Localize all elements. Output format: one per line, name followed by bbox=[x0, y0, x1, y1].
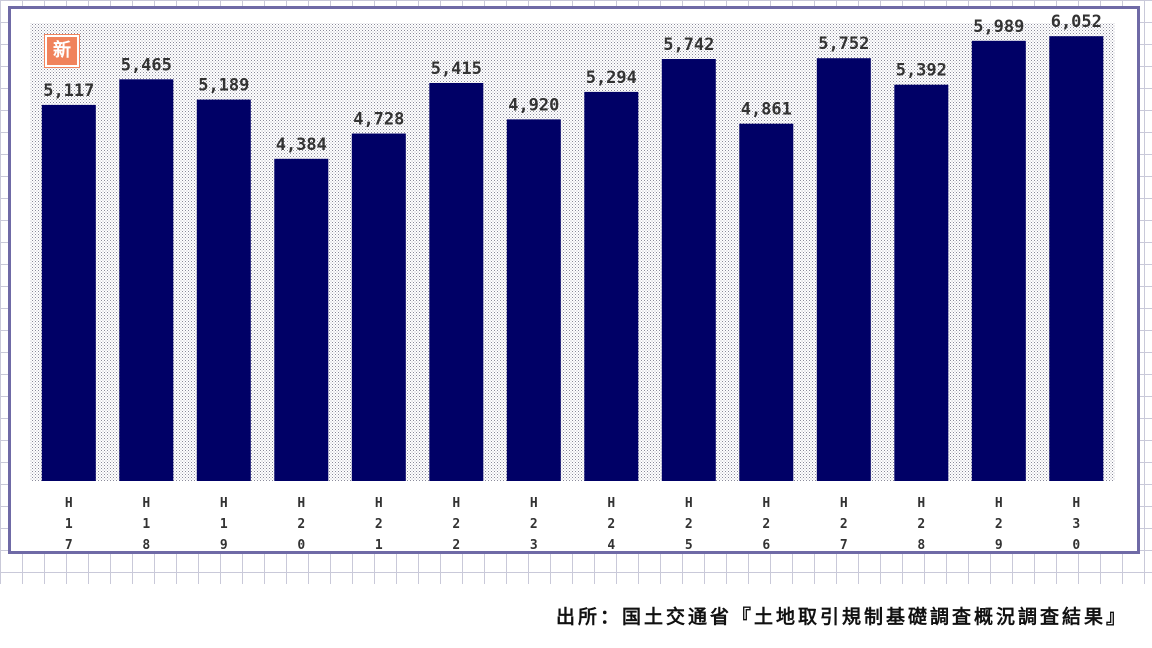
bar-H19 bbox=[196, 99, 251, 481]
data-label-H25: 5,742 bbox=[663, 35, 714, 55]
bar-H17 bbox=[41, 104, 96, 482]
data-label-H22: 5,415 bbox=[431, 59, 482, 79]
data-label-H19: 5,189 bbox=[198, 76, 249, 96]
bar-H29 bbox=[971, 40, 1026, 482]
data-label-H28: 5,392 bbox=[896, 61, 947, 81]
bar-H23 bbox=[506, 119, 561, 482]
bar-H28 bbox=[894, 84, 949, 481]
bar-H30 bbox=[1049, 36, 1104, 481]
bar-H20 bbox=[274, 158, 329, 482]
bar-chart: 5,117 5,465 5,189 4,384 4,728 5,415 4,920 5,294… bbox=[30, 12, 1115, 551]
bar-H21 bbox=[351, 133, 406, 481]
data-label-H24: 5,294 bbox=[586, 68, 637, 88]
bar-H24 bbox=[584, 91, 639, 482]
bar-H27 bbox=[816, 58, 871, 481]
chart-frame: 5,117 5,465 5,189 4,384 4,728 5,415 4,920 5,294… bbox=[8, 6, 1140, 554]
new-badge: 新 bbox=[45, 35, 79, 67]
bar-H18 bbox=[119, 79, 174, 482]
data-label-H23: 4,920 bbox=[508, 95, 559, 115]
plot-area bbox=[30, 23, 1115, 481]
data-label-H18: 5,465 bbox=[121, 55, 172, 75]
footer-band bbox=[0, 584, 1152, 648]
bar-H26 bbox=[739, 123, 794, 481]
data-label-H26: 4,861 bbox=[741, 100, 792, 120]
bar-H22 bbox=[429, 83, 484, 481]
data-label-H30: 6,052 bbox=[1051, 12, 1102, 32]
data-label-H29: 5,989 bbox=[973, 17, 1024, 37]
source-note: 出所：国土交通省『土地取引規制基礎調査概況調査結果』 bbox=[555, 606, 1128, 628]
data-label-H21: 4,728 bbox=[353, 110, 404, 130]
bar-H25 bbox=[661, 59, 716, 481]
data-label-H17: 5,117 bbox=[43, 81, 94, 101]
data-label-H20: 4,384 bbox=[276, 135, 327, 155]
data-label-H27: 5,752 bbox=[818, 34, 869, 54]
